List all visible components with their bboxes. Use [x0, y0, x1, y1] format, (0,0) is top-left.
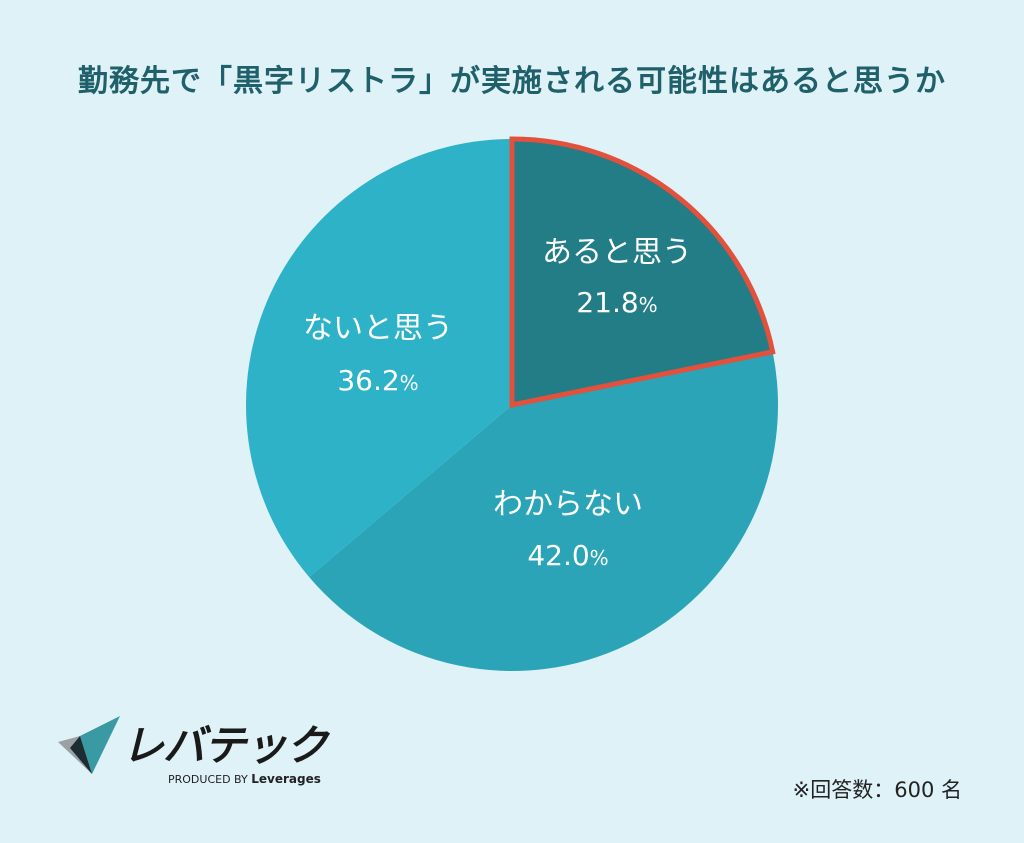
logo-wordmark: レバテック: [122, 721, 328, 770]
slice-unit-3: %: [400, 371, 419, 395]
pie-slice-3: [245, 139, 513, 578]
slice-label-2: わからない: [493, 487, 643, 522]
pie-slice-2: [309, 351, 778, 672]
highlight-outline: [509, 136, 776, 409]
produced-by-prefix: PRODUCED BY: [168, 773, 248, 786]
produced-by-brand: Leverages: [251, 772, 321, 786]
slice-label-3: ないと思う: [303, 311, 453, 346]
pie-slice-1: [512, 139, 773, 405]
slice-label-1: あると思う: [542, 235, 692, 270]
logo-produced-by: PRODUCED BY Leverages: [168, 772, 321, 786]
slice-unit-1: %: [639, 293, 658, 317]
respondent-count-note: ※回答数：600 名: [792, 778, 962, 802]
levtech-logo: レバテック PRODUCED BY Leverages: [58, 712, 338, 792]
chart-title: 勤務先で「黒字リストラ」が実施される可能性はあると思うか: [78, 64, 946, 99]
logo-mark-icon: [58, 716, 120, 774]
slice-unit-2: %: [590, 546, 609, 570]
slice-value-2: 42.0%: [527, 539, 608, 572]
